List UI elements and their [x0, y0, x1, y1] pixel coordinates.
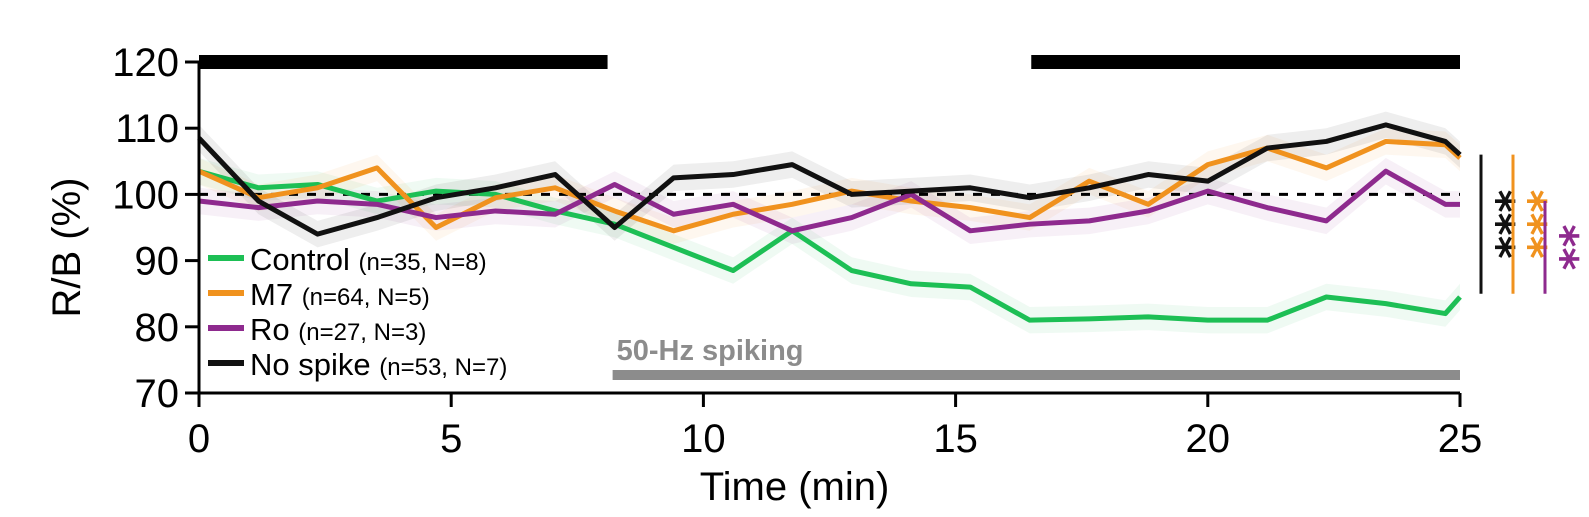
x-tick-label-15: 15 — [933, 417, 978, 461]
legend: Control (n=35, N=8)M7 (n=64, N=5)Ro (n=2… — [208, 242, 507, 382]
error-band-ro — [199, 157, 1460, 245]
axes: 70 80 90 100 110 120 0 5 10 15 20 25 — [112, 41, 1482, 461]
series-lines — [197, 122, 1462, 323]
y-tick-label-110: 110 — [115, 107, 179, 151]
legend-n-ro: (n=27, N=3) — [298, 319, 426, 346]
legend-n-m7: (n=64, N=5) — [302, 284, 430, 311]
stimulus-annotation: 50-Hz spiking — [612, 335, 1460, 380]
x-tick-label-0: 0 — [188, 417, 210, 461]
legend-name-m7: M7 — [250, 277, 302, 312]
series-line-no-spike — [197, 122, 1462, 237]
y-tick-label-100: 100 — [112, 173, 179, 217]
series-line-ro — [198, 168, 1460, 234]
error-band-no-spike — [199, 111, 1460, 248]
legend-n-control: (n=35, N=8) — [359, 249, 487, 276]
x-tick-label-20: 20 — [1186, 417, 1231, 461]
legend-name-no-spike: No spike — [250, 347, 379, 382]
significance-markers: ******** — [1472, 154, 1587, 294]
series-line-m7 — [197, 138, 1462, 234]
y-axis-title: R/B (%) — [45, 178, 89, 318]
x-tick-label-5: 5 — [440, 417, 462, 461]
x-tick-label-10: 10 — [681, 417, 726, 461]
legend-entry-m7: M7 (n=64, N=5) — [250, 277, 430, 312]
legend-name-control: Control — [250, 242, 359, 277]
stimulus-label: 50-Hz spiking — [617, 335, 804, 367]
x-axis-title: Time (min) — [700, 465, 890, 509]
legend-entry-control: Control (n=35, N=8) — [250, 242, 487, 277]
y-tick-label-80: 80 — [135, 306, 180, 350]
legend-entry-no-spike: No spike (n=53, N=7) — [250, 347, 507, 382]
y-tick-label-120: 120 — [112, 41, 179, 85]
significance-stars-3: ** — [1536, 224, 1587, 270]
legend-entry-ro: Ro (n=27, N=3) — [250, 312, 426, 347]
y-tick-label-90: 90 — [135, 240, 180, 284]
y-tick-label-70: 70 — [135, 372, 180, 416]
legend-n-no-spike: (n=53, N=7) — [379, 354, 507, 381]
legend-name-ro: Ro — [250, 312, 298, 347]
series-line-control — [198, 168, 1462, 323]
error-band-m7 — [199, 128, 1460, 245]
x-tick-label-25: 25 — [1438, 417, 1483, 461]
